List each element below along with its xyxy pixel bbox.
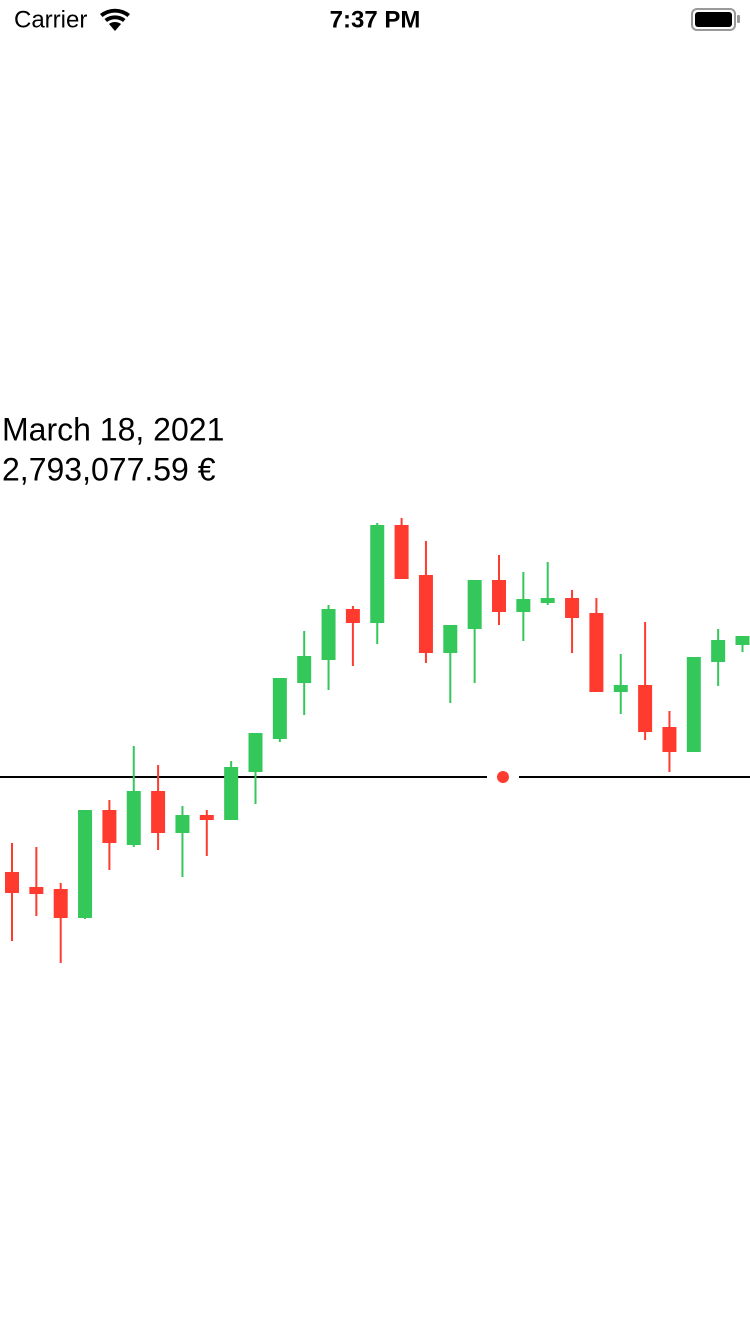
candle-body [345, 609, 360, 623]
price-label: 2,793,077.59 € [2, 451, 216, 487]
candle-body [540, 598, 555, 603]
candle-body [248, 733, 263, 772]
candle-body [370, 525, 385, 623]
clock: 7:37 PM [330, 6, 421, 33]
battery-icon [691, 8, 740, 31]
candle-body [29, 887, 44, 894]
date-label: March 18, 2021 [2, 411, 224, 447]
candle-body [126, 791, 141, 845]
candle-body [735, 636, 750, 645]
candle-body [418, 575, 433, 653]
candle-body [53, 889, 68, 918]
candle-body [78, 810, 93, 918]
candle-body [224, 767, 239, 820]
crosshair-dot [497, 771, 509, 783]
candle-body [321, 609, 336, 660]
candle-body [151, 791, 166, 833]
candle-body [613, 685, 628, 692]
candle-body [5, 872, 19, 893]
candle-body [589, 613, 604, 692]
candlestick-chart [0, 518, 750, 963]
candle-body [297, 656, 312, 683]
candle-body [467, 580, 482, 629]
candle-body [638, 685, 653, 732]
candle-body [102, 810, 117, 843]
candle-body [175, 815, 190, 833]
candle-body [686, 657, 701, 752]
candle-body [565, 598, 580, 618]
candle-body [272, 678, 287, 739]
candle-body [711, 640, 726, 662]
candle-body [443, 625, 458, 653]
wifi-icon [100, 8, 130, 31]
carrier: Carrier [14, 6, 87, 33]
candle-body [199, 815, 214, 820]
candle-body [516, 599, 531, 612]
candle-body [394, 525, 409, 579]
candle-body [662, 727, 677, 752]
candle-body [492, 580, 506, 612]
